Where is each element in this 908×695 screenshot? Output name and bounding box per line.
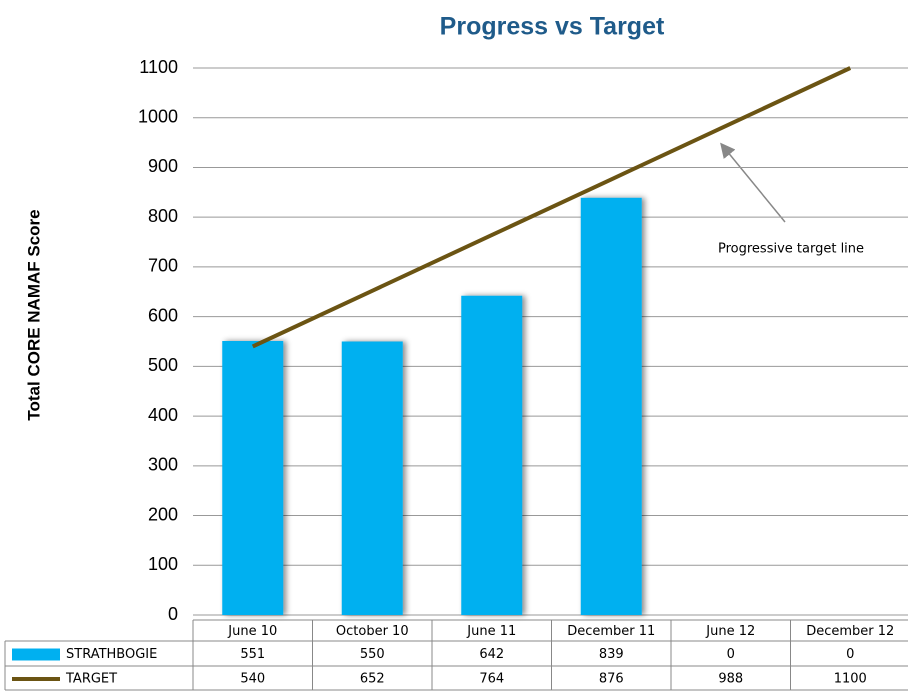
annotation: Progressive target line xyxy=(718,242,864,257)
y-tick-label: 100 xyxy=(148,554,178,574)
x-tick-label: June 12 xyxy=(705,624,755,639)
legend-label: STRATHBOGIE xyxy=(66,647,157,662)
bar xyxy=(341,341,403,615)
table-value: 876 xyxy=(599,672,624,687)
table-value: 550 xyxy=(360,647,385,662)
y-axis-label: Total CORE NAMAF Score xyxy=(24,209,43,420)
y-tick-label: 300 xyxy=(148,455,178,475)
table-value: 540 xyxy=(240,672,265,687)
table-value: 551 xyxy=(240,647,265,662)
x-tick-label: June 10 xyxy=(227,624,277,639)
table-value: 652 xyxy=(360,672,385,687)
y-tick-label: 500 xyxy=(148,355,178,375)
y-tick-label: 200 xyxy=(148,504,178,524)
y-tick-label: 900 xyxy=(148,156,178,176)
y-tick-label: 800 xyxy=(148,206,178,226)
bar xyxy=(222,341,284,615)
y-tick-label: 1100 xyxy=(139,57,178,77)
table-value: 0 xyxy=(846,647,854,662)
y-tick-label: 0 xyxy=(168,604,178,624)
chart-title: Progress vs Target xyxy=(440,13,665,41)
x-tick-label: June 11 xyxy=(466,624,516,639)
legend-label: TARGET xyxy=(65,672,117,687)
legend-key xyxy=(12,648,60,661)
table-value: 642 xyxy=(479,647,504,662)
y-tick-label: 700 xyxy=(148,256,178,276)
target-line xyxy=(251,66,852,349)
y-tick-label: 1000 xyxy=(138,106,178,126)
table-value: 988 xyxy=(718,672,743,687)
table-value: 1100 xyxy=(834,672,867,687)
x-tick-label: December 12 xyxy=(806,624,894,639)
y-tick-label: 600 xyxy=(148,305,178,325)
table-value: 0 xyxy=(727,647,735,662)
x-tick-label: October 10 xyxy=(336,624,409,639)
table-value: 839 xyxy=(599,647,624,662)
table-value: 764 xyxy=(479,672,504,687)
x-tick-label: December 11 xyxy=(567,624,655,639)
bar xyxy=(580,197,642,615)
annotation-arrow xyxy=(720,142,786,223)
bar xyxy=(461,295,523,615)
y-tick-label: 400 xyxy=(148,405,178,425)
